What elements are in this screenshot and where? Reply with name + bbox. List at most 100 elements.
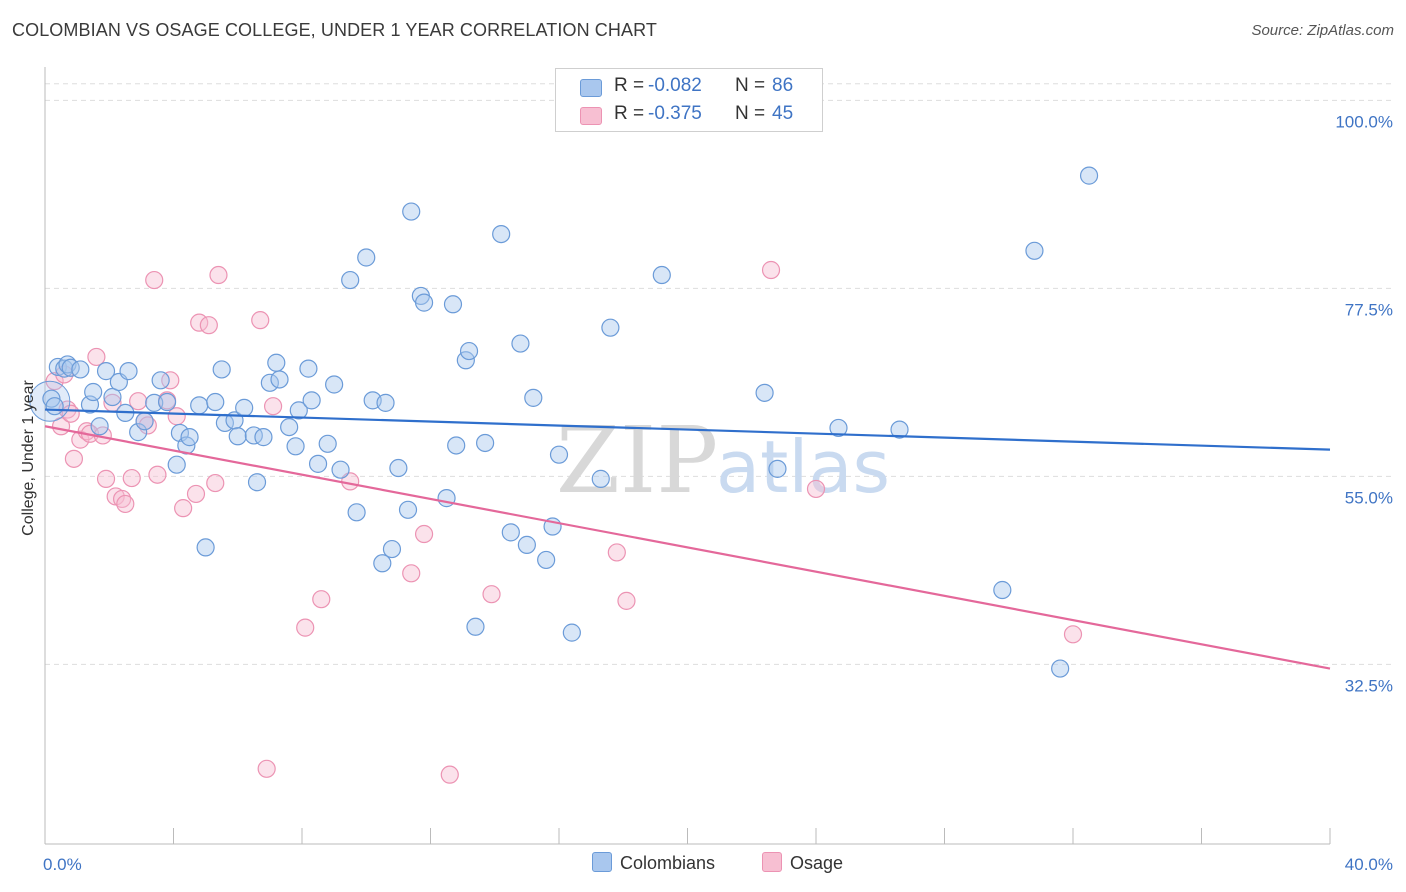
- watermark: ZIP atlas: [556, 407, 890, 514]
- osage-point: [761, 260, 781, 280]
- colombians-point: [402, 202, 421, 221]
- grid-lines: [45, 83, 1392, 665]
- osage-point: [209, 265, 228, 285]
- colombians-point: [755, 383, 774, 402]
- n-value: 45: [772, 103, 794, 124]
- colombians-point: [537, 550, 556, 570]
- osage-point: [1063, 625, 1083, 644]
- colombians-point: [347, 503, 366, 522]
- colombians-point: [447, 436, 466, 455]
- colombians-point: [1025, 241, 1044, 260]
- colombians-point: [331, 460, 350, 479]
- colombians-point: [270, 370, 289, 389]
- colombians-point: [591, 469, 610, 488]
- colombians-point: [96, 362, 116, 381]
- colombians-point: [145, 393, 164, 412]
- colombians-point: [308, 454, 328, 473]
- colombians-point: [318, 434, 337, 453]
- colombians-point: [373, 554, 392, 573]
- colombians-point: [993, 580, 1012, 600]
- colombians-point: [1051, 659, 1070, 678]
- watermark-atlas: atlas: [716, 425, 890, 509]
- osage-point: [112, 489, 132, 509]
- colombians-point: [476, 433, 495, 453]
- osage-point: [206, 473, 225, 493]
- colombians-point: [341, 270, 360, 290]
- axes: [44, 67, 1331, 845]
- osage-point: [402, 564, 421, 583]
- osage-point: [199, 316, 218, 335]
- colombians-point: [299, 359, 318, 378]
- colombians-point: [376, 393, 395, 412]
- colombians-point: [286, 437, 305, 456]
- legend-label-colombians: Colombians: [620, 853, 716, 873]
- colombians-point: [247, 473, 267, 492]
- osage-point: [145, 270, 164, 290]
- y-tick-label: 55.0%: [1345, 488, 1393, 507]
- colombians-point: [119, 362, 138, 381]
- r-value: -0.375: [648, 103, 702, 124]
- colombians-point: [524, 388, 543, 407]
- colombians-point: [492, 224, 511, 244]
- osage-point: [414, 524, 434, 544]
- colombians-point: [511, 334, 530, 353]
- colombians-point: [414, 293, 434, 312]
- osage-point: [482, 585, 501, 604]
- colombians-point: [129, 423, 148, 442]
- colombians-point: [652, 265, 671, 285]
- colombians-point: [829, 418, 848, 438]
- osage-point: [617, 591, 636, 610]
- colombians-point: [206, 392, 225, 412]
- source-credit: Source: ZipAtlas.com: [1251, 22, 1394, 39]
- colombians-point: [29, 380, 71, 422]
- y-tick-label: 32.5%: [1345, 676, 1393, 695]
- colombians-point: [398, 500, 418, 519]
- osage-point: [263, 397, 283, 416]
- n-label: N =: [735, 75, 766, 96]
- colombians-point: [302, 391, 321, 410]
- colombians-legend-swatch: [592, 852, 612, 872]
- legend-label-osage: Osage: [790, 853, 844, 873]
- colombians-point: [459, 341, 479, 361]
- y-tick-label: 77.5%: [1345, 300, 1393, 319]
- osage-point: [312, 590, 331, 609]
- colombians-point: [357, 248, 376, 267]
- r-label: R =: [614, 103, 645, 124]
- colombians-point: [228, 427, 247, 446]
- n-value: 86: [772, 75, 794, 96]
- colombians-point: [517, 535, 536, 554]
- colombians-point: [601, 318, 620, 337]
- legend-item-colombians[interactable]: Colombians: [592, 852, 715, 874]
- osage-point: [116, 494, 135, 514]
- n-label: N =: [735, 103, 766, 124]
- colombians-point: [260, 373, 279, 392]
- colombians-point: [196, 538, 215, 557]
- r-value: -0.082: [648, 75, 702, 96]
- legend-item-osage[interactable]: Osage: [762, 852, 843, 874]
- colombians-point: [45, 397, 64, 416]
- osage-point: [129, 392, 148, 411]
- colombians-point: [389, 458, 408, 478]
- stats-legend: R = -0.082 N = 86 R = -0.375 N = 45: [555, 68, 823, 132]
- colombians-point: [212, 360, 231, 379]
- x-tick-label-min: 0.0%: [43, 855, 82, 874]
- colombians-point: [167, 455, 186, 474]
- colombians-trend-line: [44, 408, 1331, 451]
- osage-point: [257, 759, 276, 778]
- colombians-point: [382, 539, 402, 559]
- osage-point: [186, 484, 206, 504]
- colombians-point: [103, 387, 122, 407]
- colombians-point: [135, 412, 154, 431]
- osage-point: [806, 479, 826, 499]
- osage-points: [45, 260, 1083, 784]
- osage-swatch: [580, 107, 602, 125]
- x-tick-label-max: 40.0%: [1345, 855, 1393, 874]
- r-label: R =: [614, 75, 645, 96]
- osage-point: [440, 765, 459, 784]
- osage-point: [296, 618, 315, 637]
- colombians-point: [549, 445, 569, 464]
- colombians-point: [267, 353, 286, 372]
- colombians-point: [90, 417, 109, 436]
- osage-trend-line: [44, 425, 1331, 670]
